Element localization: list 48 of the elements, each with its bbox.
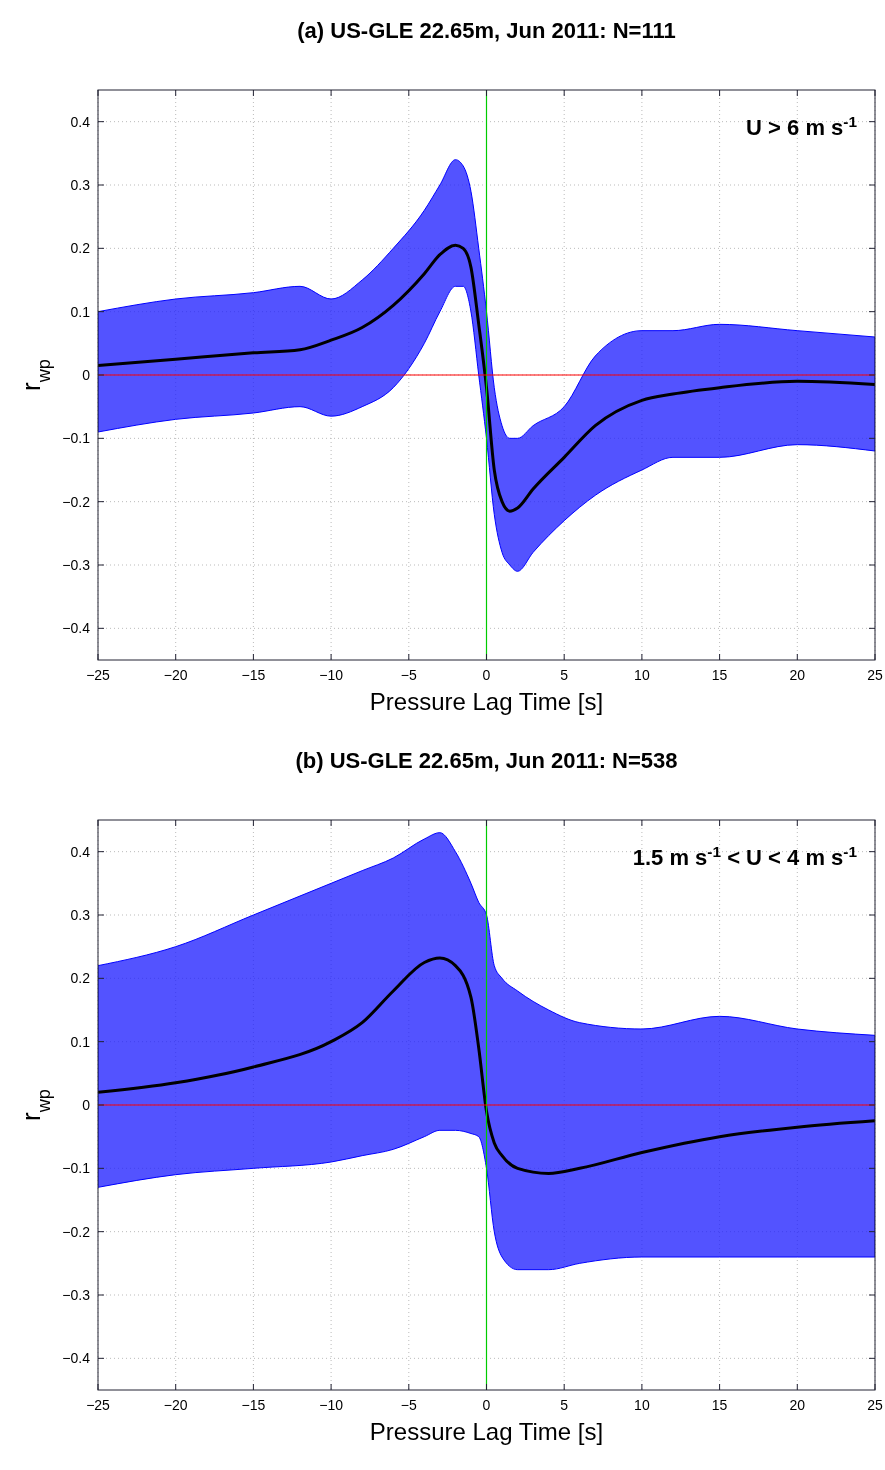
y-tick-label: −0.1 — [62, 430, 91, 447]
y-tick-label: 0.4 — [70, 113, 91, 130]
x-tick-label: 0 — [482, 1397, 491, 1413]
y-tick-label: −0.1 — [62, 1160, 91, 1177]
chart-title: (b) US-GLE 22.65m, Jun 2011: N=538 — [295, 748, 678, 773]
x-tick-label: −15 — [241, 1397, 266, 1413]
x-tick-label: −15 — [241, 667, 266, 683]
y-tick-label: 0.1 — [70, 303, 91, 320]
x-tick-label: −25 — [86, 667, 111, 683]
y-tick-label: 0 — [82, 1097, 91, 1113]
x-tick-label: 20 — [789, 1397, 806, 1413]
x-axis-title: Pressure Lag Time [s] — [369, 688, 604, 715]
y-tick-label: −0.2 — [62, 493, 91, 510]
line-series — [98, 956, 875, 1175]
x-tick-label: −5 — [400, 667, 417, 683]
x-tick-label: 10 — [634, 1397, 650, 1413]
x-tick-label: 0 — [482, 667, 491, 683]
x-tick-label: −10 — [319, 1397, 344, 1413]
x-tick-label: 25 — [867, 667, 883, 683]
annotation: U > 6 m s$^{-1}$ — [746, 112, 858, 140]
x-tick-label: 15 — [711, 667, 728, 683]
annotation: 1.5 m s$^{-1}$ < U < 4 m s$^{-1}$ — [632, 842, 858, 870]
x-tick-label: 25 — [867, 1397, 883, 1413]
y-tick-label: 0.2 — [70, 240, 91, 257]
y-tick-label: −0.3 — [62, 557, 91, 573]
y-tick-label: 0.2 — [70, 970, 91, 987]
x-tick-label: 5 — [560, 1397, 569, 1413]
x-tick-label: −10 — [319, 667, 344, 683]
x-tick-label: −20 — [163, 667, 188, 683]
x-tick-label: −5 — [400, 1397, 417, 1413]
chart-title: (a) US-GLE 22.65m, Jun 2011: N=111 — [297, 18, 676, 43]
x-tick-label: 20 — [789, 667, 806, 683]
x-axis-title: Pressure Lag Time [s] — [369, 1418, 604, 1445]
y-tick-label: −0.2 — [62, 1223, 91, 1240]
x-tick-label: −25 — [86, 1397, 111, 1413]
x-tick-label: 5 — [560, 667, 569, 683]
y-tick-label: 0.1 — [70, 1033, 91, 1050]
y-tick-label: 0.3 — [70, 907, 91, 923]
y-tick-label: −0.3 — [62, 1287, 91, 1303]
x-tick-label: 15 — [711, 1397, 728, 1413]
y-tick-label: 0 — [82, 367, 91, 383]
x-tick-label: 10 — [634, 667, 650, 683]
y-tick-label: 0.4 — [70, 843, 91, 860]
x-tick-label: −20 — [163, 1397, 188, 1413]
y-tick-label: 0.3 — [70, 177, 91, 193]
y-tick-label: −0.4 — [62, 620, 91, 637]
line-series — [98, 243, 875, 513]
y-tick-label: −0.4 — [62, 1350, 91, 1367]
